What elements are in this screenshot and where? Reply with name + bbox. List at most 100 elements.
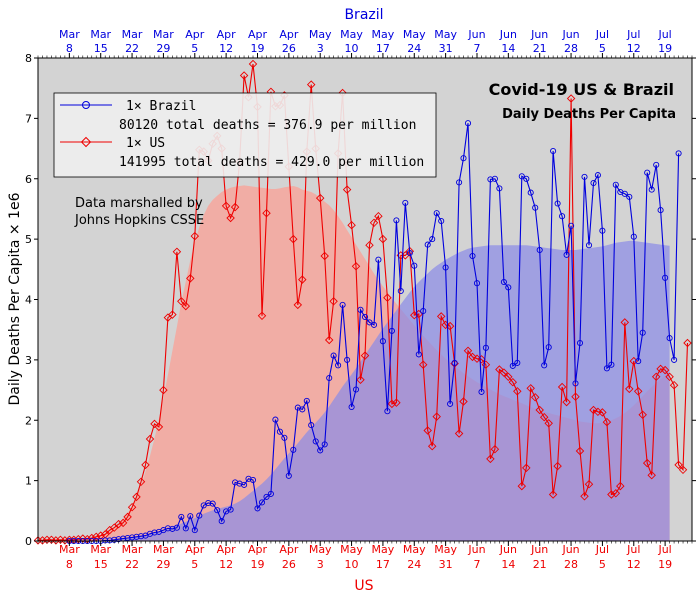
brazil-point — [559, 213, 566, 220]
bottom-tick-day: 8 — [66, 558, 73, 571]
us-point — [656, 364, 665, 374]
us-point — [360, 351, 370, 360]
chart-title: Covid-19 US & Brazil — [489, 80, 674, 99]
top-tick-month: Mar — [90, 28, 111, 41]
brazil-point — [581, 173, 588, 180]
us-point — [530, 393, 540, 402]
us-point — [517, 481, 527, 491]
us-point — [374, 211, 383, 221]
brazil-point — [214, 507, 221, 514]
brazil-point — [473, 280, 481, 287]
brazil-point — [464, 120, 472, 127]
us-point — [114, 519, 123, 529]
brazil-point — [675, 150, 682, 157]
us-point — [392, 398, 401, 407]
us-point — [347, 220, 356, 230]
y-tick-label: 4 — [25, 294, 32, 307]
top-tick-day: 19 — [250, 42, 264, 55]
series-layer — [33, 59, 692, 545]
brazil-point — [209, 500, 216, 507]
top-tick-month: Mar — [122, 28, 143, 41]
us-point — [495, 365, 504, 374]
top-tick-month: May — [434, 28, 457, 41]
us-point — [522, 463, 531, 473]
top-tick-month: Mar — [59, 28, 80, 41]
brazil-point — [276, 428, 283, 435]
us-point — [463, 346, 473, 356]
us-point — [553, 461, 562, 471]
us-point — [221, 201, 231, 211]
us-point — [602, 417, 612, 427]
brazil-point — [666, 335, 673, 342]
us-point — [548, 490, 558, 499]
brazil-point — [460, 155, 467, 162]
y-tick-label: 5 — [25, 233, 32, 246]
brazil-point — [406, 249, 413, 257]
us-point — [436, 312, 446, 321]
us-point — [324, 335, 334, 345]
us-point — [186, 274, 195, 283]
bottom-tick-month: Jun — [561, 543, 579, 556]
us-point — [51, 536, 61, 545]
top-tick-day: 7 — [473, 42, 480, 55]
bottom-tick-month: Mar — [90, 543, 111, 556]
top-axis-title: Brazil — [344, 7, 383, 23]
brazil-point — [491, 175, 498, 182]
top-tick-day: 26 — [282, 42, 296, 55]
brazil-point — [232, 479, 239, 486]
brazil-point — [442, 264, 449, 271]
brazil-point — [317, 447, 324, 454]
us-point — [230, 202, 240, 212]
us-point — [239, 71, 249, 80]
us-point — [257, 311, 267, 321]
brazil-point — [469, 252, 476, 260]
brazil-point — [487, 176, 494, 183]
us-point — [499, 368, 509, 377]
bottom-tick-month: Jul — [626, 543, 640, 556]
bottom-tick-day: 26 — [282, 558, 296, 571]
y-tick-label: 3 — [25, 354, 32, 367]
bottom-tick-month: May — [309, 543, 332, 556]
us-point — [589, 405, 598, 415]
brazil-point — [375, 256, 382, 263]
top-tick-month: Jun — [530, 28, 548, 41]
brazil-point — [388, 327, 395, 334]
brazil-point — [576, 339, 584, 347]
top-tick-day: 19 — [658, 42, 672, 55]
brazil-point — [191, 527, 198, 534]
us-point — [226, 213, 235, 223]
bottom-tick-month: Mar — [59, 543, 80, 556]
y-tick-label: 7 — [25, 112, 32, 125]
brazil-point — [554, 200, 561, 207]
us-point — [508, 377, 518, 387]
top-tick-month: Apr — [248, 28, 268, 41]
us-point — [598, 408, 607, 417]
brazil-point — [263, 493, 270, 500]
us-point — [356, 375, 365, 385]
us-point — [387, 399, 397, 409]
us-point — [298, 275, 307, 284]
legend-us-name: 1× US — [126, 136, 165, 151]
us-point — [454, 429, 464, 438]
top-tick-month: May — [309, 28, 332, 41]
brazil-point — [281, 434, 288, 441]
top-tick-month: May — [403, 28, 426, 41]
brazil-point — [178, 513, 185, 520]
brazil-point — [258, 499, 266, 506]
brazil-point — [657, 207, 664, 214]
us-point — [620, 318, 630, 327]
us-point — [181, 301, 191, 311]
us-point — [423, 426, 432, 435]
us-point — [683, 338, 692, 348]
brazil-point — [411, 262, 418, 269]
brazil-point — [200, 502, 207, 509]
top-tick-month: May — [372, 28, 395, 41]
brazil-point — [532, 204, 539, 211]
us-point — [481, 360, 491, 369]
brazil-point — [505, 284, 512, 291]
brazil-point — [241, 481, 248, 488]
bottom-tick-day: 21 — [533, 558, 547, 571]
top-tick-month: Jun — [499, 28, 517, 41]
brazil-point — [330, 352, 337, 359]
brazil-point — [308, 422, 315, 429]
